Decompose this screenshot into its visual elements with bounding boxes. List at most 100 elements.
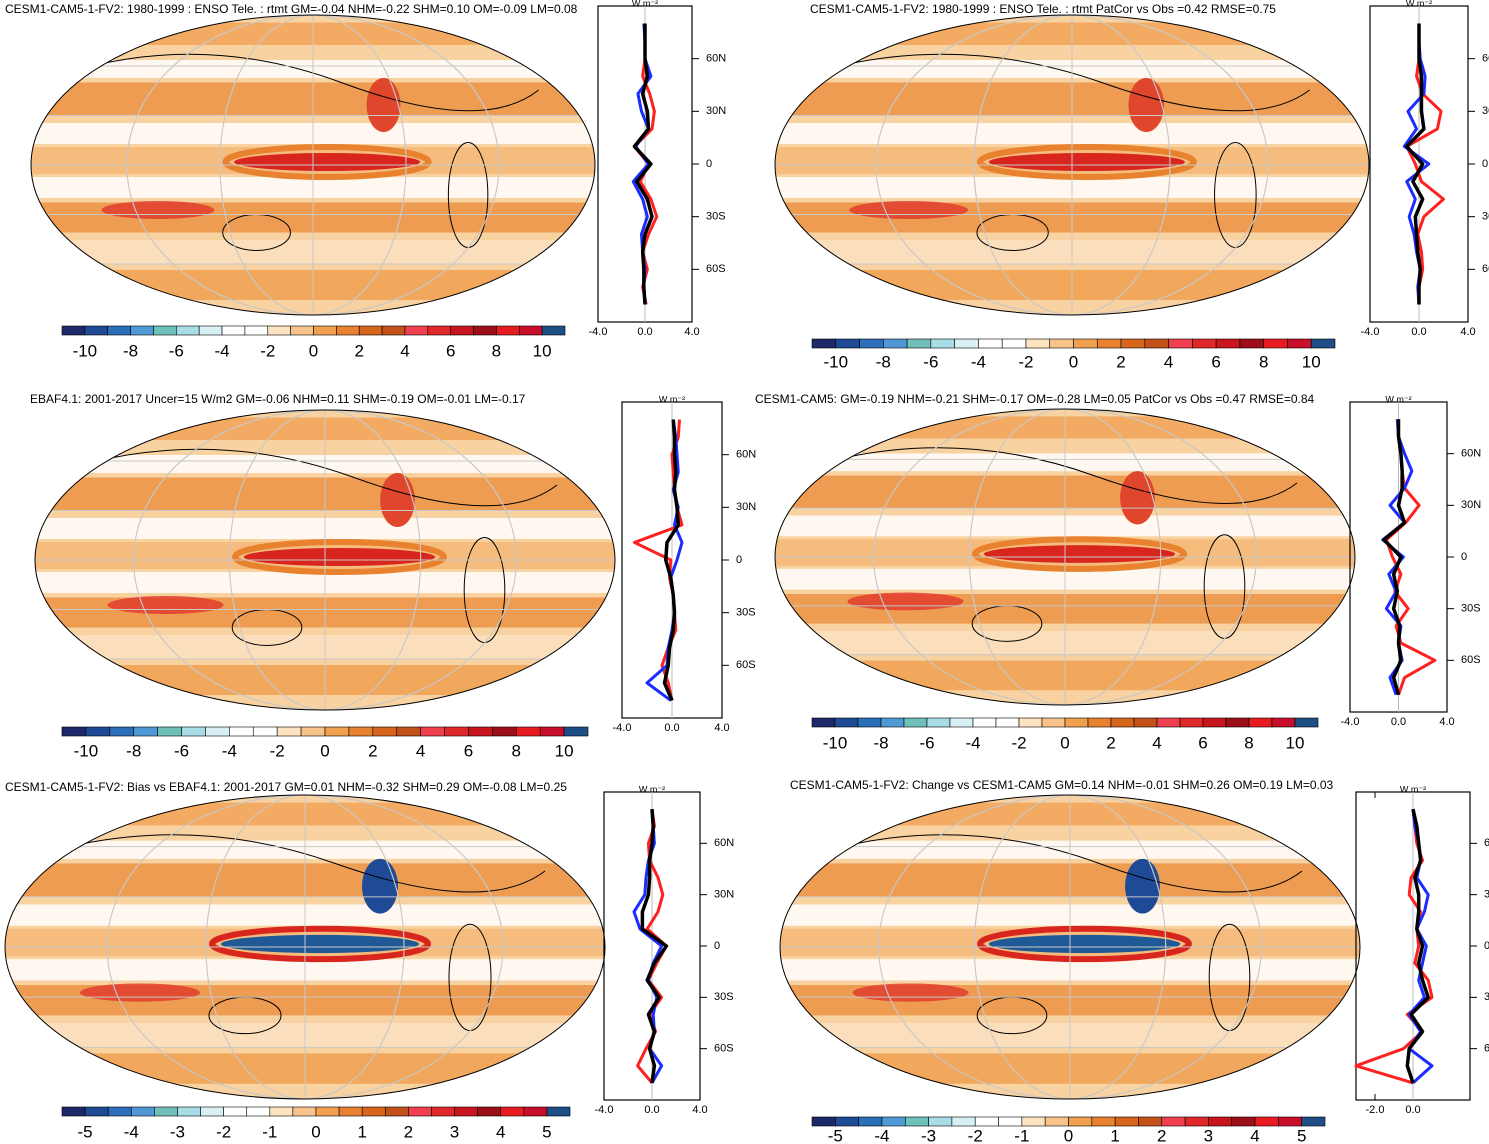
colorbar-label: -5: [828, 1126, 843, 1144]
colorbar-box: [1215, 338, 1241, 349]
x-tick-label: 0.0: [644, 1104, 659, 1116]
colorbar-label: 10: [533, 341, 552, 360]
colorbar-label: 6: [1198, 733, 1207, 752]
colorbar-label: 1: [357, 1122, 366, 1141]
subtropical-anomaly: [1120, 471, 1155, 525]
colorbar-box: [198, 325, 223, 336]
units-label: W m⁻²: [1406, 0, 1432, 8]
graticule: [968, 409, 1162, 705]
x-tick-label: 0.0: [637, 326, 652, 338]
colorbar-box: [431, 1106, 455, 1117]
y-tick-label: 0: [1461, 551, 1467, 563]
panel-title: CESM1-CAM5: GM=-0.19 NHM=-0.21 SHM=-0.17…: [755, 392, 1315, 406]
colorbar-box: [1156, 717, 1181, 728]
colorbar-box: [427, 325, 451, 336]
south-anomaly: [847, 592, 964, 611]
colorbar-box: [1301, 1116, 1326, 1127]
colorbar-label: -4: [874, 1126, 889, 1144]
colorbar-label: -6: [919, 733, 934, 752]
colorbar-box: [857, 717, 882, 728]
units-label: W m⁻²: [659, 394, 685, 404]
y-tick-label: 0: [1484, 940, 1489, 952]
x-tick-label: 0.0: [1411, 326, 1426, 338]
x-tick-label: 0.0: [1391, 716, 1406, 728]
colorbar-label: -8: [126, 741, 141, 760]
y-tick-label: 0: [706, 158, 712, 170]
colorbar-label: 0: [1064, 1126, 1073, 1144]
colorbar-label: -2: [216, 1122, 231, 1141]
panel: -10 -8 -6 -4 -2 0 2 4 6 8 10 W m⁻² -4.0 0.0 4.0 60N 30N 0…: [5, 0, 726, 360]
colorbar-label: 5: [542, 1122, 551, 1141]
colorbar-box: [1138, 1116, 1163, 1127]
y-tick-label: 30S: [706, 211, 726, 223]
colorbar-label: 8: [1259, 352, 1268, 371]
colorbar-label: -4: [124, 1122, 139, 1141]
colorbar-label: 10: [1286, 733, 1305, 752]
colorbar-label: 0: [320, 741, 329, 760]
colorbar-box: [974, 1116, 999, 1127]
colorbar-box: [1287, 338, 1312, 349]
x-tick-label: 0.0: [664, 722, 679, 734]
x-tick-label: 0.0: [1405, 1104, 1420, 1116]
panel: -10 -8 -6 -4 -2 0 2 4 6 8 10 W m⁻² -4.0 0.0 4.0 60N 30N 0…: [30, 392, 756, 760]
colorbar-label: 8: [1244, 733, 1253, 752]
equatorial-anomaly: [988, 153, 1185, 171]
x-tick-label: 4.0: [1460, 326, 1475, 338]
coast: [63, 448, 558, 507]
panel-title: CESM1-CAM5-1-FV2: 1980-1999 : ENSO Tele.…: [810, 2, 1276, 16]
colorbar-label: -2: [968, 1126, 983, 1144]
colorbar-label: 4: [496, 1122, 505, 1141]
colorbar-box: [454, 1106, 478, 1117]
colorbar-box: [1114, 1116, 1139, 1127]
colorbar-label: -10: [823, 733, 848, 752]
equatorial-anomaly: [221, 934, 419, 954]
graticule: [126, 15, 500, 315]
colorbar-box: [1110, 717, 1135, 728]
colorbar-box: [1133, 717, 1158, 728]
colorbar-box: [1161, 1116, 1186, 1127]
colorbar-box: [926, 717, 951, 728]
colorbar-box: [444, 726, 469, 737]
colorbar-box: [496, 325, 520, 336]
colorbar-box: [1021, 1116, 1046, 1127]
subtropical-anomaly: [366, 78, 401, 132]
colorbar-label: 2: [354, 341, 363, 360]
colorbar-label: 8: [512, 741, 521, 760]
panel-title: EBAF4.1: 2001-2017 Uncer=15 W/m2 GM=-0.0…: [30, 392, 526, 406]
x-tick-label: 4.0: [714, 722, 729, 734]
colorbar-label: -8: [873, 733, 888, 752]
colorbar-box: [1263, 338, 1288, 349]
colorbar-box: [515, 726, 541, 737]
y-tick-label: 30N: [736, 501, 756, 513]
south-anomaly: [107, 596, 224, 614]
colorbar-label: 6: [464, 741, 473, 760]
coast: [34, 834, 546, 893]
colorbar-box: [978, 338, 1003, 349]
colorbar-label: -6: [169, 341, 184, 360]
units-label: W m⁻²: [632, 0, 658, 8]
colorbar-box: [906, 338, 932, 349]
south-anomaly: [849, 201, 969, 219]
graticule: [873, 409, 1257, 705]
graticule: [228, 410, 422, 710]
colorbar-box: [372, 726, 398, 737]
map-border: [774, 408, 1356, 706]
colorbar-box: [1120, 338, 1146, 349]
colorbar-label: 2: [1106, 733, 1115, 752]
colorbar-label: 4: [1152, 733, 1161, 752]
colorbar-box: [883, 338, 908, 349]
colorbar-box: [998, 1116, 1023, 1127]
colorbar-box: [408, 1106, 432, 1117]
panel: -5 -4 -3 -2 -1 0 1 2 3 4 5 W m⁻² -4.0 0.0 4.0 60N 30N 0 30…: [4, 780, 734, 1141]
subtropical-anomaly: [1128, 78, 1165, 132]
zonal-mean-line: [1405, 23, 1426, 305]
colorbar-box: [904, 1116, 929, 1127]
x-tick-label: 4.0: [692, 1104, 707, 1116]
equatorial-edge: [972, 536, 1187, 572]
panel: -10 -8 -6 -4 -2 0 2 4 6 8 10 W m⁻² -4.0 0.0 4.0 60N 30N 0…: [774, 0, 1489, 371]
y-tick-label: 30N: [1482, 105, 1489, 117]
colorbar-box: [157, 726, 182, 737]
colorbar-box: [1041, 717, 1066, 728]
colorbar-box: [1294, 717, 1319, 728]
